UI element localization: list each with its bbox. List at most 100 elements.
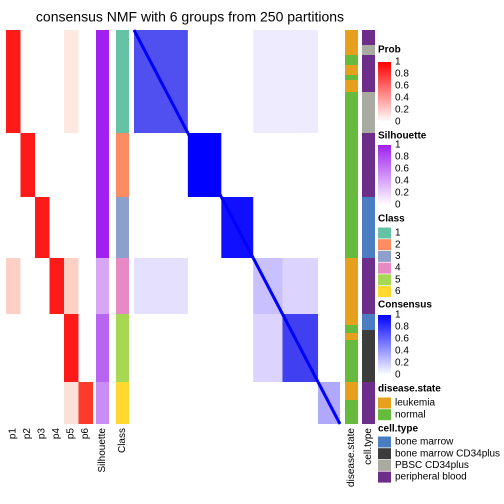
legend-tick: 0.2 [395,358,409,369]
column-label: Class [117,428,128,453]
prob-cell [35,382,50,424]
silhouette-cell [96,30,109,133]
prob-cell [20,258,35,314]
disease-cell [345,382,358,400]
legend-tick: 0.4 [395,176,409,187]
disease-cell [345,30,358,55]
prob-cell [78,133,93,197]
legend-title: Consensus [378,300,432,311]
legend-tick: 0.4 [395,346,409,357]
legend-swatch [378,459,391,471]
celltype-cell [362,45,375,55]
legend-tick: 0.8 [395,69,409,80]
prob-cell [6,314,21,382]
prob-cell [49,197,64,258]
prob-cell [64,197,79,258]
disease-cell [345,400,358,424]
class-cell [116,197,129,258]
legend-gradient [378,315,391,375]
prob-cell [35,258,50,314]
legend-tick: 0.4 [395,93,409,104]
column-label: p3 [37,428,48,440]
class-cell [116,258,129,314]
legend-label: 3 [395,251,401,262]
class-cell [116,382,129,424]
legend-swatch [378,397,391,409]
silhouette-cell [96,382,109,424]
silhouette-cell [96,133,109,197]
column-label: p2 [22,428,33,440]
consensus-diagonal [281,313,320,383]
legend-label: PBSC CD34plus [395,460,469,471]
column-label: cell.type [363,428,374,465]
legend-swatch [378,227,391,239]
legend-swatch [378,286,391,297]
prob-cell [64,30,79,133]
legend-tick: 1 [395,140,401,151]
disease-cell [345,75,358,80]
prob-cell [78,197,93,258]
legend-tick: 1 [395,57,401,68]
legend-label: 1 [395,228,401,239]
legend-label: leukemia [395,398,435,409]
consensus-diagonal [132,29,190,134]
legend-tick: 0.2 [395,105,409,116]
silhouette-cell [96,197,109,258]
legend-swatch [378,250,391,262]
prob-cell [64,258,79,314]
legend-title: Class [378,214,405,225]
prob-cell [20,133,35,197]
column-label: p4 [51,428,62,440]
celltype-cell [362,314,375,330]
prob-cell [20,197,35,258]
celltype-cell [362,258,375,314]
disease-cell [345,325,358,333]
prob-cell [35,197,50,258]
silhouette-cell [96,314,109,382]
legend-tick: 0.8 [395,152,409,163]
prob-cell [6,258,21,314]
class-cell [116,30,129,133]
consensus-offblock [282,258,319,314]
legend-tick: 0 [395,117,401,128]
prob-cell [35,30,50,133]
prob-cell [6,197,21,258]
prob-cell [6,382,21,424]
column-label: p1 [8,428,19,440]
legend-swatch [378,471,391,483]
prob-cell [20,30,35,133]
legend-title: cell.type [378,424,418,435]
legend-tick: 0.2 [395,188,409,199]
disease-cell [345,80,358,92]
prob-cell [49,258,64,314]
prob-cell [64,314,79,382]
legend-tick: 0 [395,370,401,381]
class-cell [116,314,129,382]
class-cell [116,133,129,197]
legend-gradient [378,145,391,205]
legend-label: 4 [395,263,401,274]
legend-gradient [378,62,391,122]
prob-cell [49,382,64,424]
prob-cell [6,133,21,197]
legend-label: 6 [395,286,401,297]
consensus-offblock [253,30,319,133]
prob-cell [78,30,93,133]
prob-cell [64,382,79,424]
silhouette-cell [96,258,109,314]
celltype-cell [362,30,375,45]
column-label: disease.state [346,428,357,487]
legend-tick: 0 [395,200,401,211]
legend-label: bone marrow [395,437,454,448]
legend-swatch [378,239,391,251]
consensus-diagonal [186,132,223,198]
consensus-diagonal [251,257,284,315]
column-label: p5 [66,428,77,440]
celltype-cell [362,197,375,258]
disease-cell [345,92,358,258]
consensus-offblock [134,258,188,314]
legend-tick: 0.6 [395,81,409,92]
celltype-cell [362,382,375,424]
legend-label: normal [395,409,426,420]
